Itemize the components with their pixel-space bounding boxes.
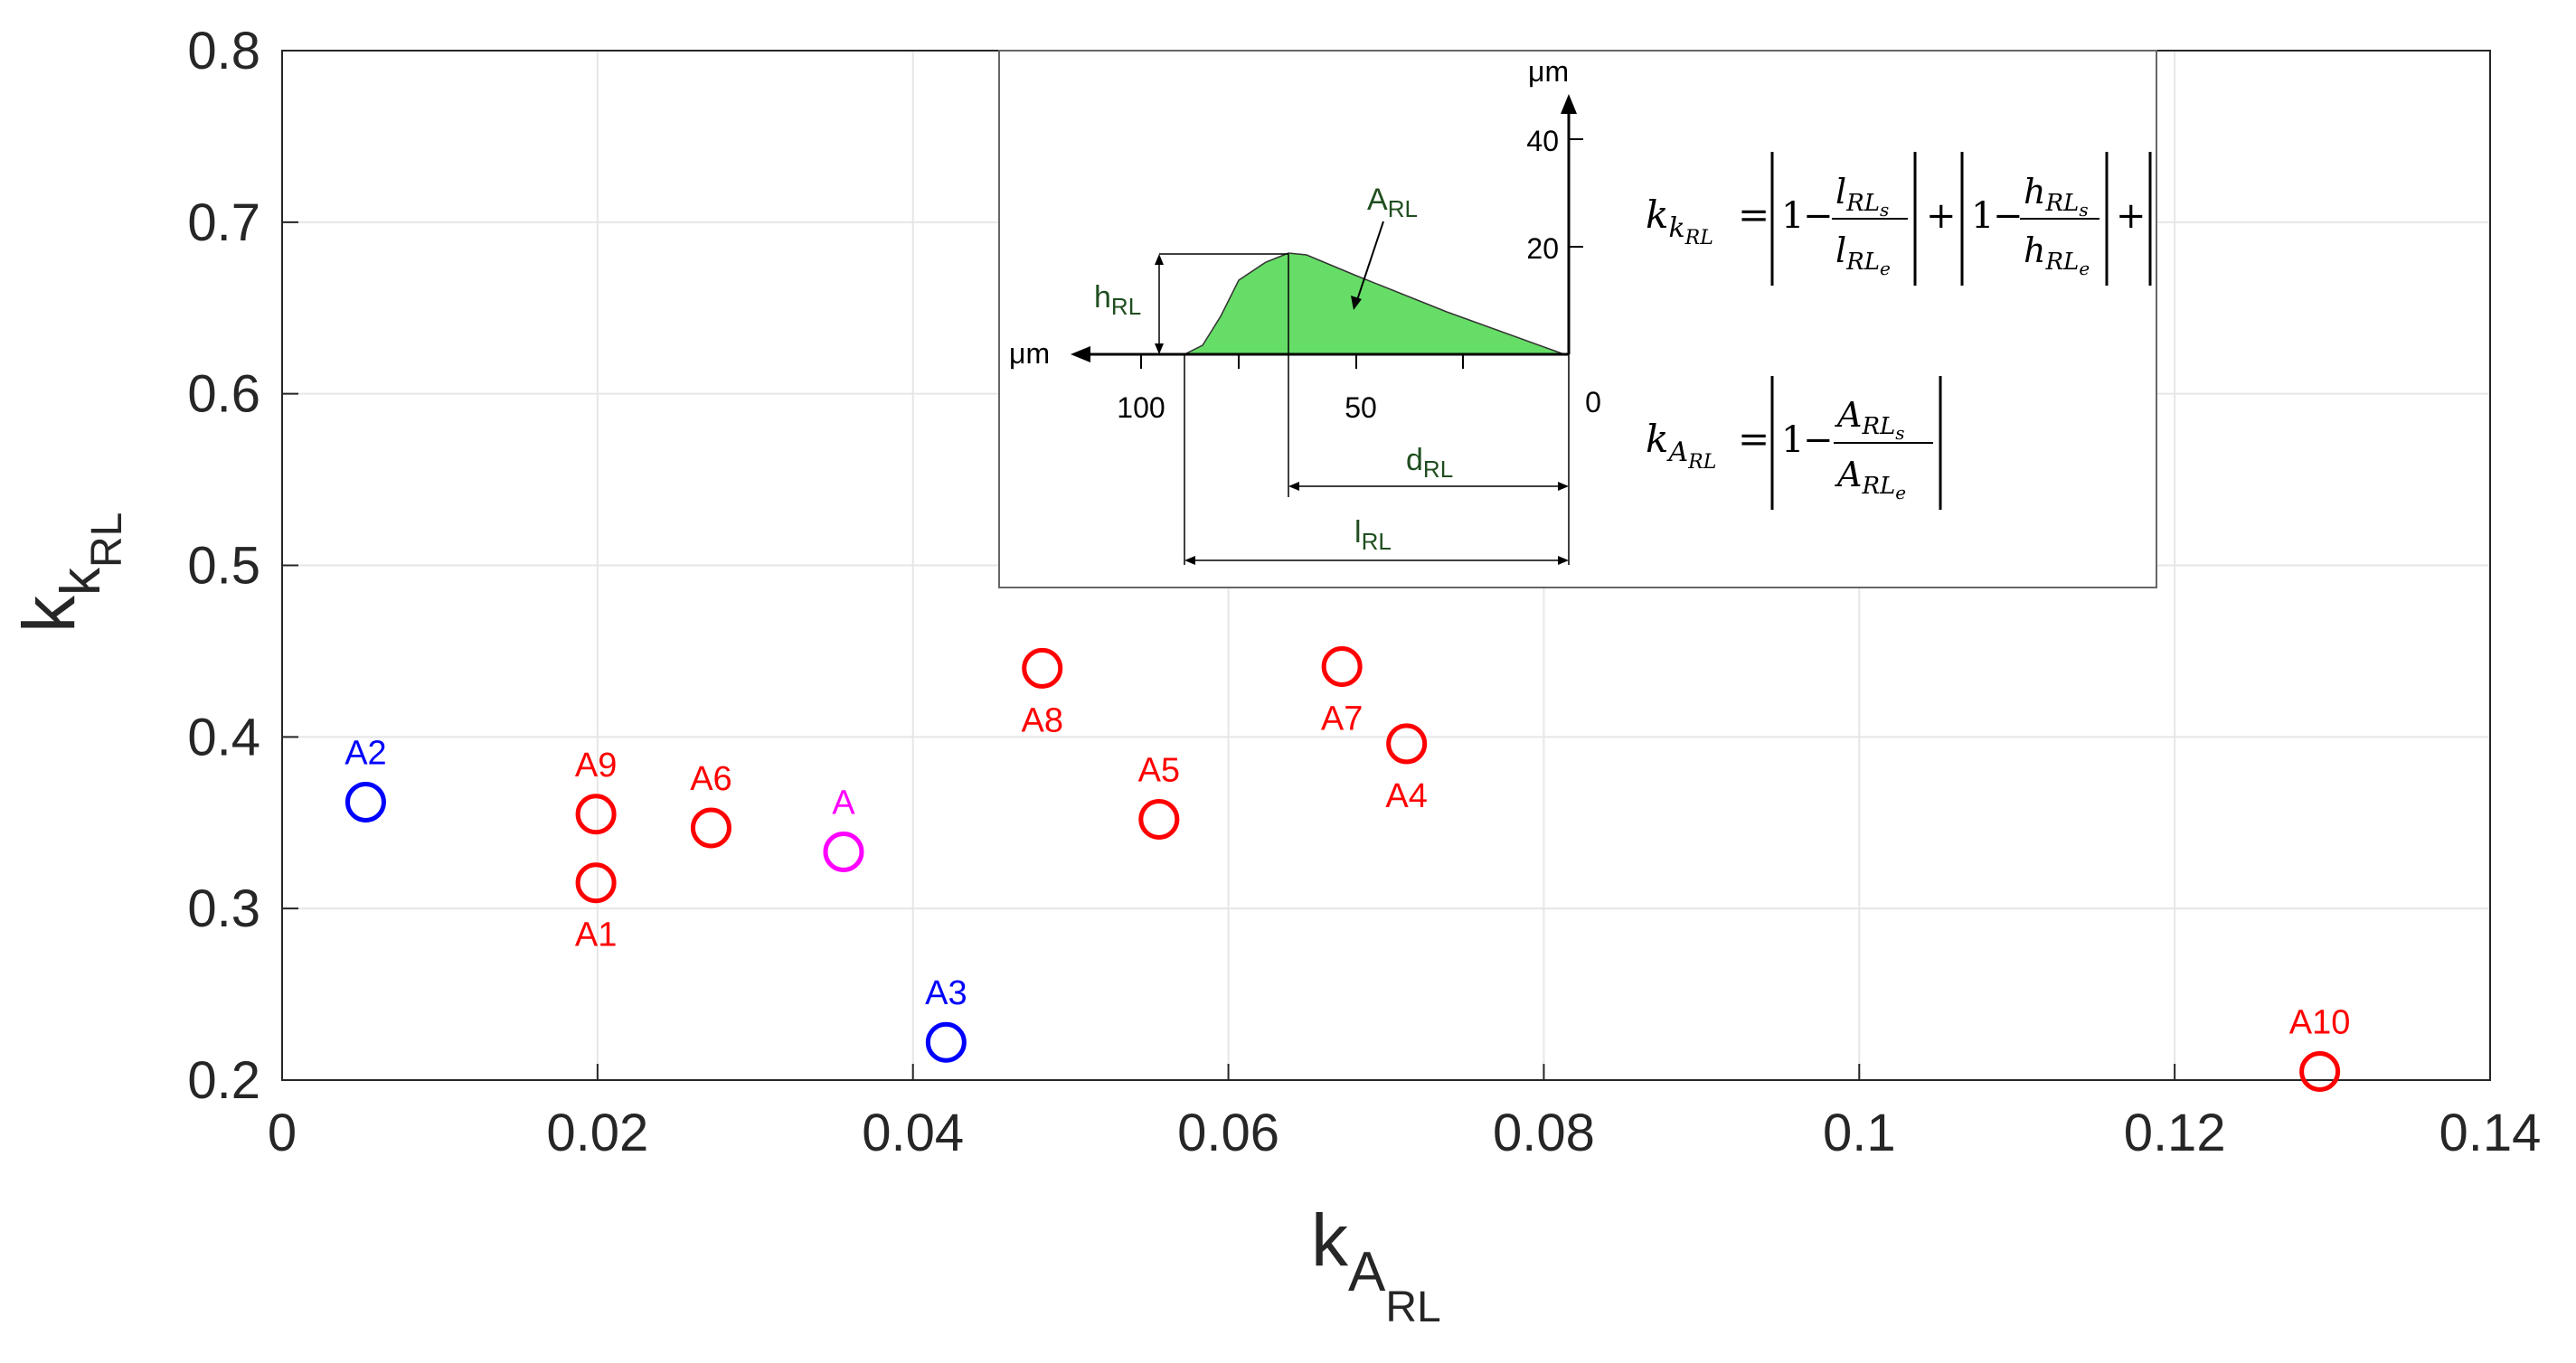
formula-kk-plus-1: + [1926, 195, 1957, 237]
formula-kk-minus-2: − [1993, 195, 2024, 237]
data-point-a5 [1138, 798, 1180, 840]
x-axis-label-sub: A [1348, 1241, 1386, 1303]
point-label-a9: A9 [575, 747, 617, 785]
d-label: dRL [1406, 443, 1453, 483]
d-arrow-right [1558, 482, 1569, 491]
area-pointer-head [1351, 296, 1362, 310]
y-axis-label: kkRL [8, 512, 131, 633]
formula-kk-den-2: hRLe [2024, 230, 2090, 279]
x-axis-label-base: k [1311, 1199, 1349, 1282]
formula-kk-plus-2: + [2116, 195, 2147, 237]
h-arrow-top [1155, 254, 1164, 265]
inset-x-unit: μm [1009, 337, 1050, 370]
inset-y-unit: μm [1528, 55, 1569, 88]
data-point-a9 [575, 794, 617, 835]
inset-frame [998, 50, 2157, 588]
inset-y-arrow [1561, 94, 1577, 114]
formula-kk-one-2: 1 [1971, 195, 1994, 237]
formula-kk-lhs: kkRL [1646, 193, 1713, 249]
data-point-a8 [1022, 647, 1063, 689]
data-points: A2 A9 A1 A6 A A3 A8 A5 A7 A4 A10 [344, 646, 2351, 1093]
x-tick-label: 0.04 [862, 1104, 964, 1162]
data-point-a2 [344, 781, 386, 822]
inset-panel: μm 40 20 μm 100 50 0 hRL ARL [998, 50, 2157, 588]
x-axis-label-subsub: RL [1385, 1283, 1440, 1331]
formula-ka-minus: − [1803, 419, 1834, 461]
formula-kk-num-1: lRLs [1835, 172, 1889, 221]
point-label-a2: A2 [344, 734, 386, 772]
data-point-a3 [925, 1021, 967, 1063]
formula-kk-one-1: 1 [1781, 195, 1804, 237]
formula-ka-one: 1 [1781, 419, 1804, 461]
y-tick-label: 0.7 [187, 193, 260, 252]
h-arrow-bot [1155, 343, 1164, 354]
area-pointer [1355, 221, 1384, 304]
formula-kk-equals: = [1738, 193, 1769, 237]
y-axis-label-subsub: RL [83, 512, 131, 568]
x-tick-label: 0.1 [1823, 1104, 1896, 1162]
point-label-a4: A4 [1385, 777, 1427, 815]
x-tick-label: 0.02 [546, 1104, 648, 1162]
inset-xtick-label-100: 100 [1117, 391, 1165, 424]
inset-xtick-label-0: 0 [1585, 386, 1601, 418]
y-tick-label: 0.4 [187, 708, 260, 766]
data-point-a1 [575, 862, 617, 904]
point-label-a6: A6 [690, 760, 731, 798]
x-tick-label: 0.06 [1177, 1104, 1279, 1162]
x-tick-labels: 0 0.02 0.04 0.06 0.08 0.1 0.12 0.14 [268, 1104, 2542, 1162]
formula-kk: kkRL = 1 − lRLs lRLe + 1 − hRLs hRLe + [1646, 152, 2147, 286]
formula-kk-den-1: lRLe [1835, 230, 1891, 279]
y-tick-labels: 0.2 0.3 0.4 0.5 0.6 0.7 0.8 [187, 22, 260, 1110]
point-label-a5: A5 [1138, 751, 1180, 789]
x-tick-label: 0.08 [1493, 1104, 1595, 1162]
h-label: hRL [1094, 280, 1141, 320]
inset-x-arrow [1071, 346, 1090, 362]
formula-ka-equals: = [1738, 417, 1769, 461]
x-tick-label: 0.14 [2439, 1104, 2542, 1162]
point-label-a1: A1 [575, 916, 617, 954]
data-point-a6 [690, 807, 731, 849]
formula-ka: kARL = 1 − ARLs ARLe [1646, 376, 1942, 510]
d-arrow-left [1288, 482, 1299, 491]
y-axis-label-base: k [8, 595, 90, 633]
formula-ka-num: ARLs [1835, 395, 1905, 444]
formula-kk-num-2: hRLs [2024, 172, 2089, 221]
inset-ytick-label-40: 40 [1526, 125, 1559, 157]
inset-ytick-label-20: 20 [1526, 232, 1559, 265]
point-label-a7: A7 [1321, 700, 1363, 738]
l-label: lRL [1354, 515, 1392, 555]
data-point-a7 [1321, 646, 1363, 688]
profile-diagram: μm 40 20 μm 100 50 0 hRL ARL [1009, 55, 1601, 565]
point-label-a10: A10 [2289, 1004, 2351, 1042]
l-arrow-left [1184, 556, 1195, 565]
l-arrow-right [1558, 556, 1569, 565]
x-tick-label: 0 [268, 1104, 297, 1162]
y-axis-label-sub: k [50, 567, 112, 596]
formula-ka-lhs: kARL [1646, 417, 1716, 474]
x-tick-label: 0.12 [2124, 1104, 2226, 1162]
point-label-a: A [832, 785, 855, 822]
axis-ticks [281, 50, 2491, 1081]
point-label-a3: A3 [925, 974, 967, 1012]
data-point-a [823, 832, 864, 873]
x-axis-label: kARL [1311, 1199, 1441, 1331]
y-tick-label: 0.3 [187, 879, 260, 938]
point-label-a8: A8 [1022, 701, 1063, 739]
profile-fill [1184, 252, 1565, 355]
inset-xtick-label-50: 50 [1345, 391, 1377, 424]
data-point-a4 [1386, 723, 1428, 765]
formula-ka-den: ARLe [1835, 455, 1906, 503]
formula-kk-minus-1: − [1803, 195, 1834, 237]
y-tick-label: 0.5 [187, 537, 260, 596]
area-label: ARL [1367, 183, 1418, 222]
y-tick-label: 0.2 [187, 1051, 260, 1110]
y-tick-label: 0.8 [187, 22, 260, 80]
y-tick-label: 0.6 [187, 365, 260, 424]
data-point-a10 [2299, 1051, 2341, 1093]
